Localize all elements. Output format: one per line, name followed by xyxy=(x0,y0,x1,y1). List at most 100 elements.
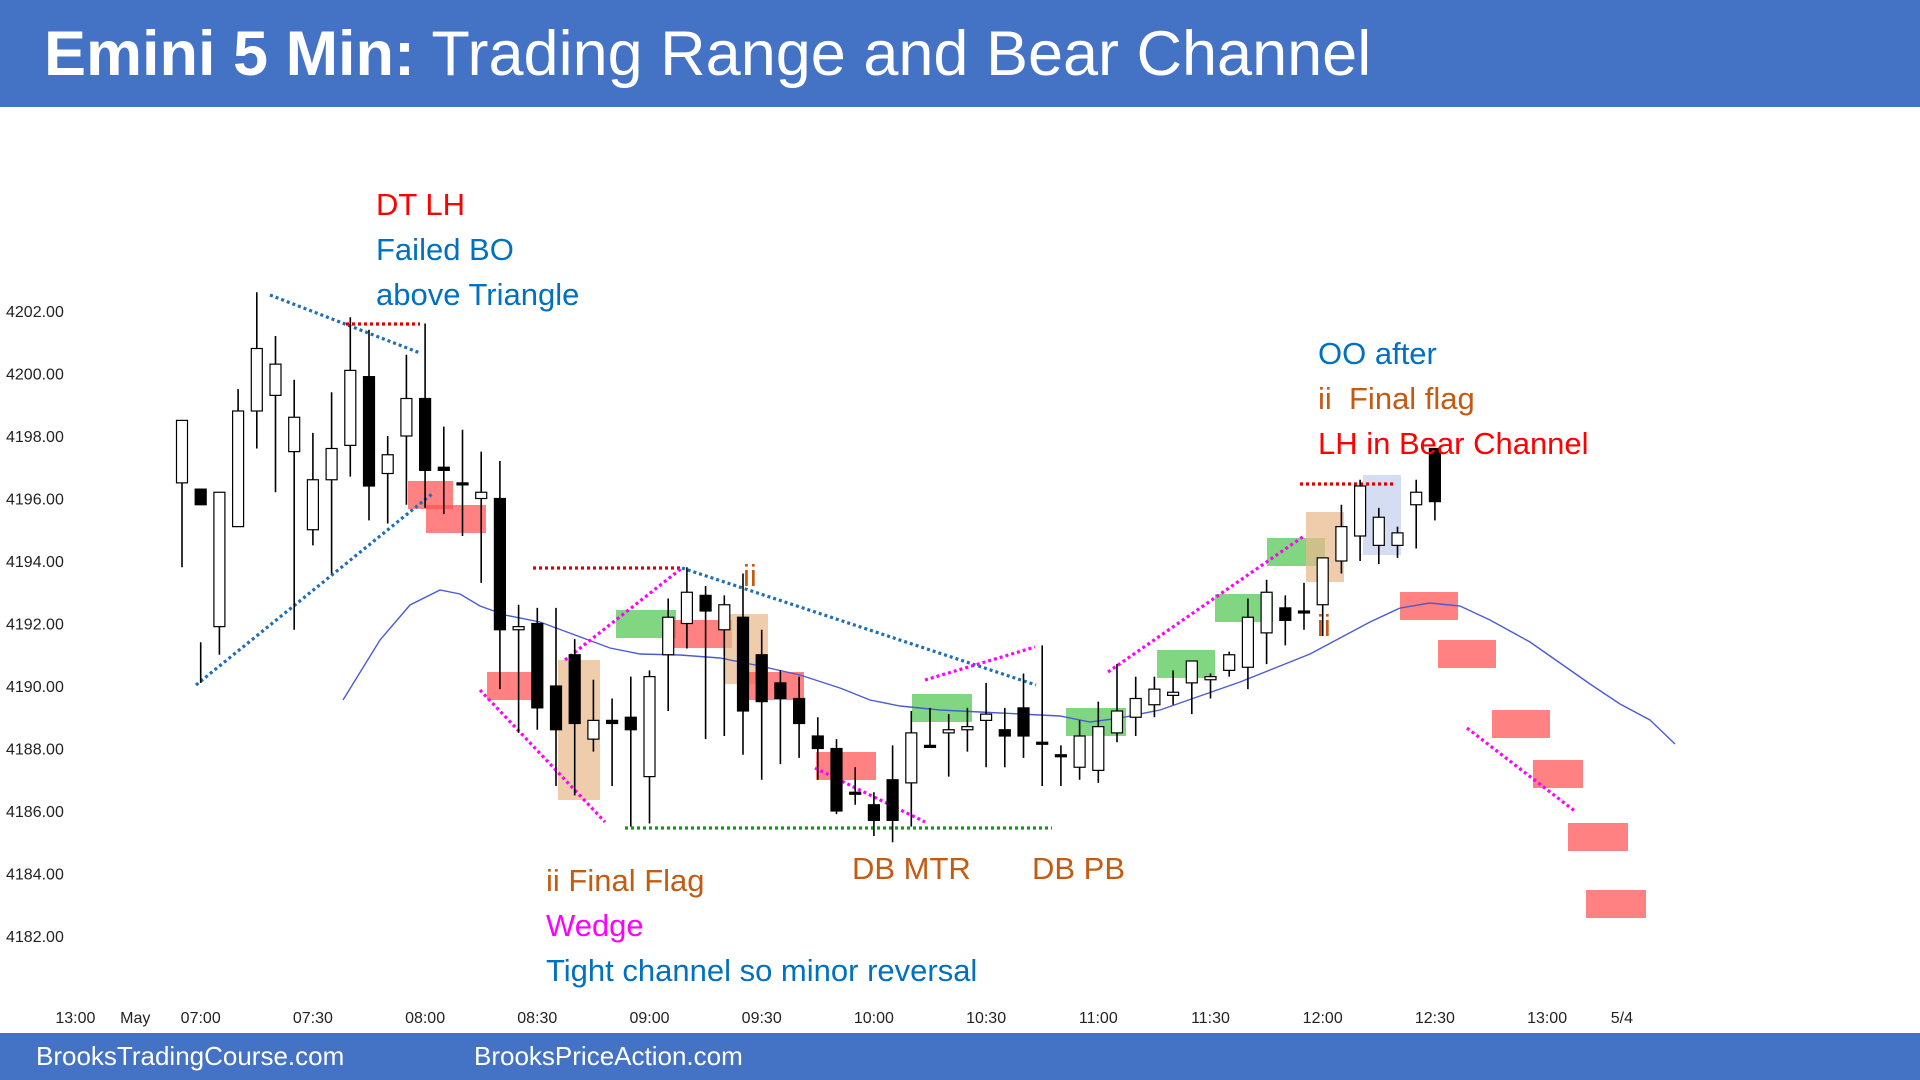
candle-bull xyxy=(325,447,338,481)
y-tick-label: 4196.00 xyxy=(6,492,64,509)
y-tick-label: 4182.00 xyxy=(6,929,64,946)
highlight-box-red xyxy=(426,505,486,533)
candle-bear xyxy=(736,616,750,712)
candle-bear xyxy=(437,466,450,471)
candle-bull xyxy=(905,732,918,784)
wedge-channel-1 xyxy=(478,688,607,824)
highlight-box-red xyxy=(744,672,804,700)
candle-bull xyxy=(1410,491,1423,506)
candle-bear xyxy=(830,747,843,812)
x-tick-label: 13:00 xyxy=(55,1010,95,1027)
candle-bear xyxy=(699,594,712,612)
candle-bear xyxy=(849,791,862,795)
x-tick-label: 07:00 xyxy=(181,1010,221,1027)
candle-bear xyxy=(774,682,787,700)
candle-bull xyxy=(213,491,226,628)
page-title: Emini 5 Min: Trading Range and Bear Chan… xyxy=(44,14,1371,94)
y-tick-label: 4186.00 xyxy=(6,804,64,821)
candle-bear xyxy=(1054,754,1068,758)
candle-bear xyxy=(755,654,768,703)
candle-bear xyxy=(1036,741,1049,745)
y-tick-label: 4198.00 xyxy=(6,429,64,446)
triangle-upper-line xyxy=(269,293,421,355)
candles xyxy=(175,292,1442,843)
x-tick-label: 5/4 xyxy=(1611,1010,1633,1027)
candle-bull xyxy=(269,363,282,396)
x-tick-label: 08:00 xyxy=(405,1010,445,1027)
bear-trendline xyxy=(681,566,1037,687)
annotation-db-mtr: DB MTR xyxy=(852,851,971,886)
candle-bear xyxy=(1017,707,1030,737)
candle-bear xyxy=(1428,447,1442,503)
candle-bear xyxy=(362,376,376,487)
candle-bull xyxy=(381,454,394,475)
annotation-wedge: Wedge xyxy=(546,908,644,943)
x-tick-label: May xyxy=(120,1010,150,1027)
candle-bull xyxy=(1148,688,1161,706)
candle-bull xyxy=(344,369,357,446)
candle-bull xyxy=(232,410,245,528)
x-tick-label: 12:00 xyxy=(1303,1010,1343,1027)
title-bold: Emini 5 Min: xyxy=(44,19,416,89)
annotation-ii-right: ii xyxy=(1317,608,1331,643)
candle-bull xyxy=(475,491,488,500)
footer-right-url[interactable]: BrooksPriceAction.com xyxy=(474,1041,743,1071)
candle-bull xyxy=(1241,616,1255,668)
x-tick-label: 13:00 xyxy=(1527,1010,1567,1027)
annotation-ii-final-flag-top: ii Final flag xyxy=(1318,381,1475,416)
candle-bear xyxy=(549,685,563,731)
candle-bull xyxy=(662,616,675,656)
candle-bear xyxy=(194,488,207,506)
bull-channel-line xyxy=(1107,534,1305,674)
highlight-box-red xyxy=(816,752,876,780)
y-tick-label: 4192.00 xyxy=(6,617,64,634)
candlestick-chart: 4202.00 4200.00 4198.00 4196.00 4194.00 4192.… xyxy=(6,187,1676,1027)
candle-bull xyxy=(643,676,656,778)
candle-bull xyxy=(1166,691,1180,696)
y-axis: 4202.00 4200.00 4198.00 4196.00 4194.00 4192.… xyxy=(6,304,64,946)
candle-bull xyxy=(306,479,319,531)
annotations: DT LH Failed BO above Triangle ii OO aft… xyxy=(376,187,1589,988)
candle-bull xyxy=(1316,557,1329,606)
annotation-lh-bear-channel: LH in Bear Channel xyxy=(1318,426,1589,461)
x-tick-label: 07:30 xyxy=(293,1010,333,1027)
candle-bear xyxy=(493,497,506,631)
candle-bull xyxy=(1204,676,1217,681)
candle-bull xyxy=(1372,516,1385,546)
candle-bull xyxy=(175,419,189,484)
candle-bear xyxy=(1297,610,1311,614)
x-tick-label: 10:00 xyxy=(854,1010,894,1027)
candle-bull xyxy=(1260,591,1273,634)
annotation-oo-after: OO after xyxy=(1318,336,1437,371)
candle-bull xyxy=(680,591,694,625)
footer-left-url[interactable]: BrooksTradingCourse.com xyxy=(36,1041,345,1071)
candle-bull xyxy=(1335,526,1348,562)
title-rest: Trading Range and Bear Channel xyxy=(415,19,1372,89)
y-tick-label: 4200.00 xyxy=(6,367,64,384)
candle-bull xyxy=(942,729,955,734)
candle-bear xyxy=(923,744,937,748)
highlight-box-red xyxy=(1586,890,1646,918)
y-tick-label: 4188.00 xyxy=(6,742,64,759)
x-tick-label: 09:30 xyxy=(742,1010,782,1027)
candle-bull xyxy=(1129,697,1142,718)
candle-bull xyxy=(587,719,600,740)
annotation-ii-top: ii xyxy=(743,558,757,593)
candle-bull xyxy=(1391,532,1404,546)
candle-bull xyxy=(961,726,974,731)
candle-bull xyxy=(1353,485,1367,537)
candle-bear xyxy=(886,779,899,821)
candle-bear xyxy=(531,622,544,709)
candle-bull xyxy=(288,416,301,453)
annotation-tight-channel: Tight channel so minor reversal xyxy=(546,953,977,988)
annotation-above-triangle: above Triangle xyxy=(376,277,579,312)
candle-bull xyxy=(512,626,525,631)
candle-bull xyxy=(979,713,993,721)
candle-bear xyxy=(624,716,637,731)
x-tick-label: 08:30 xyxy=(517,1010,557,1027)
candle-bear xyxy=(792,697,806,725)
candle-bull xyxy=(250,347,263,412)
x-axis: 13:00 May 07:00 07:30 08:00 08:30 09:00 09:30 10… xyxy=(55,1010,1633,1027)
candle-bear xyxy=(456,482,469,486)
x-tick-label: 09:00 xyxy=(629,1010,669,1027)
